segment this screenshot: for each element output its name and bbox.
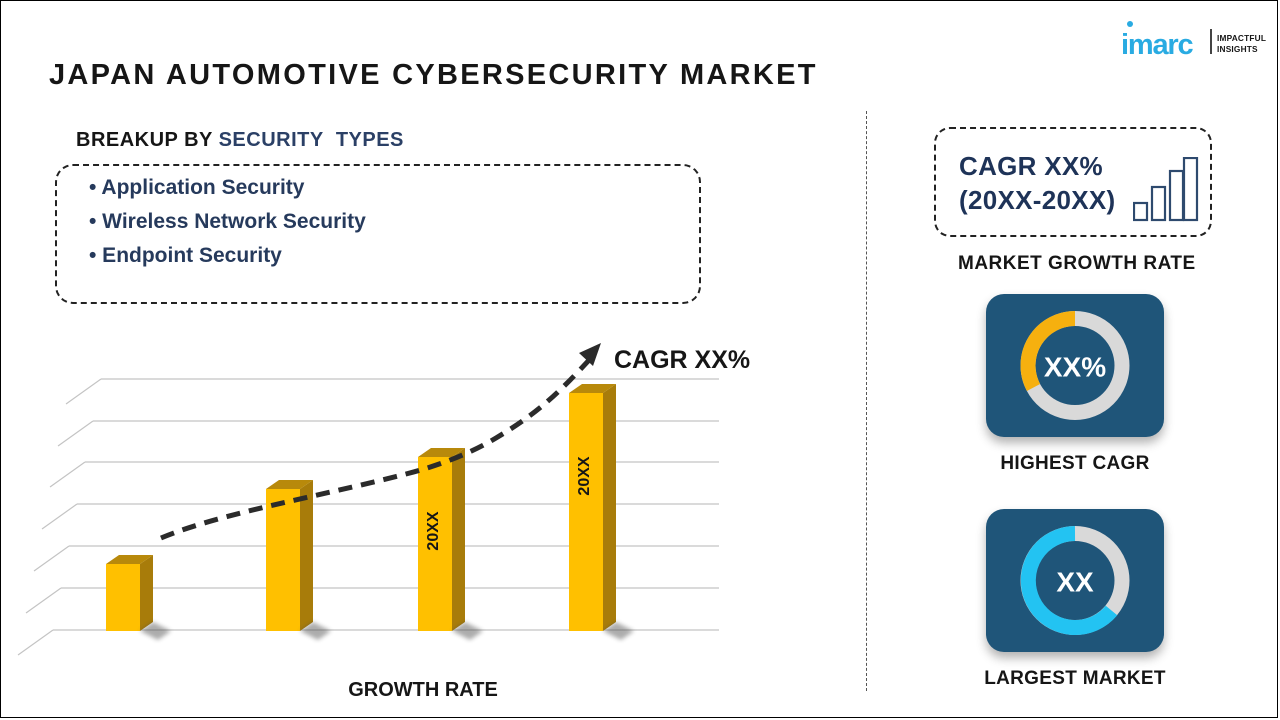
svg-text:XX%: XX%	[1044, 352, 1106, 383]
svg-text:CAGR XX%: CAGR XX%	[614, 346, 750, 374]
svg-text:20XX: 20XX	[576, 456, 593, 495]
svg-text:GROWTH RATE: GROWTH RATE	[348, 679, 498, 701]
svg-text:XX: XX	[1056, 567, 1094, 598]
svg-text:20XX: 20XX	[425, 511, 442, 550]
